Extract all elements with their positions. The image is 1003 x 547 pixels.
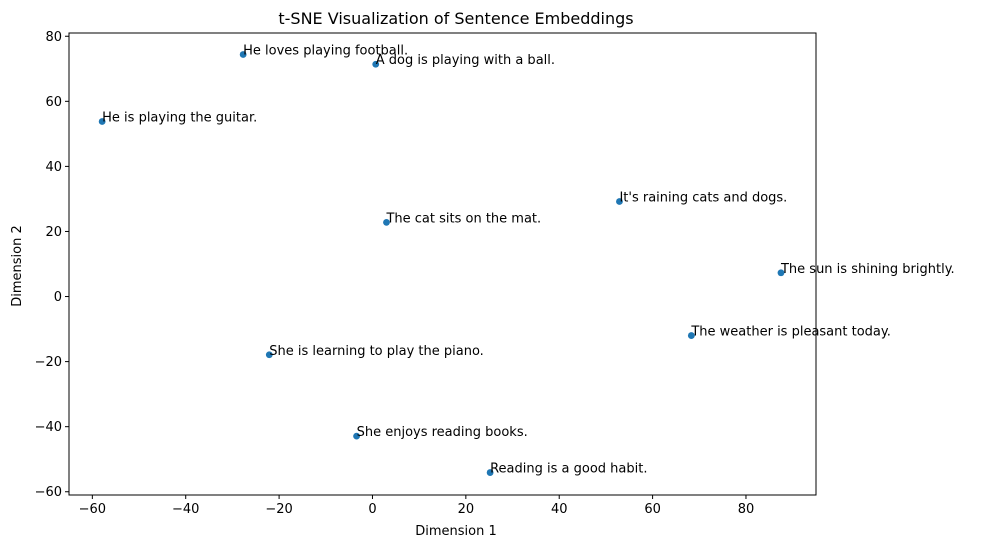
- x-tick-label: 60: [644, 502, 661, 517]
- y-axis-label: Dimension 2: [10, 225, 25, 307]
- data-point: [265, 351, 273, 359]
- data-point: [353, 432, 360, 440]
- y-tick-label: 60: [45, 95, 62, 110]
- y-tick-label: −60: [35, 485, 62, 500]
- x-tick-label: 0: [368, 502, 376, 517]
- data-point: [777, 269, 785, 277]
- data-point: [383, 218, 390, 226]
- point-label: She enjoys reading books.: [357, 425, 528, 440]
- x-tick-label: −40: [172, 502, 199, 517]
- data-point: [486, 469, 494, 476]
- y-tick-label: 20: [45, 225, 62, 240]
- point-label: The cat sits on the mat.: [385, 211, 541, 226]
- plot-area: −60 −40 −20 0 20 40 60 80 −60 −40 −20 0 20 40 60 80: [35, 30, 817, 517]
- point-label: She is learning to play the piano.: [269, 344, 484, 359]
- y-tick-label: −40: [35, 420, 62, 435]
- point-label: A dog is playing with a ball.: [376, 53, 555, 68]
- point-label: It's raining cats and dogs.: [619, 191, 787, 206]
- data-point: [98, 118, 106, 125]
- x-tick-label: 20: [458, 502, 475, 517]
- point-label: The sun is shining brightly.: [780, 262, 955, 277]
- x-axis-label: Dimension 1: [415, 524, 497, 539]
- data-point: [687, 332, 695, 339]
- data-point: [616, 198, 623, 205]
- plot-frame: [68, 32, 817, 496]
- x-tick-label: −60: [79, 502, 106, 517]
- y-tick-label: −20: [35, 355, 62, 370]
- point-label: The weather is pleasant today.: [690, 325, 891, 340]
- x-tick-label: 40: [551, 502, 568, 517]
- x-tick-label: −20: [265, 502, 292, 517]
- point-label: Reading is a good habit.: [490, 462, 647, 477]
- point-label: He loves playing football.: [243, 43, 408, 58]
- data-points: He loves playing football.A dog is playi…: [98, 43, 955, 477]
- chart-title: t-SNE Visualization of Sentence Embeddin…: [278, 9, 633, 28]
- data-point: [372, 60, 380, 68]
- data-point: [239, 51, 247, 58]
- point-label: He is playing the guitar.: [102, 110, 257, 125]
- y-tick-label: 80: [45, 30, 62, 45]
- x-tick-label: 80: [738, 502, 755, 517]
- y-tick-label: 40: [45, 160, 62, 175]
- y-tick-label: 0: [54, 290, 62, 305]
